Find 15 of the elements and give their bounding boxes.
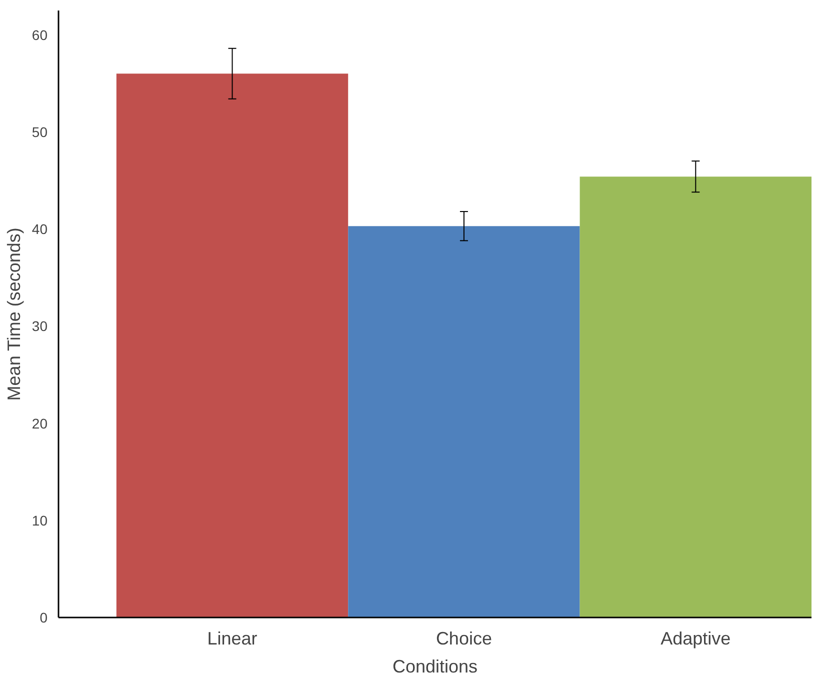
y-tick-label: 10 [32,512,48,528]
x-axis-title: Conditions [392,656,478,676]
y-tick-label: 40 [32,221,48,238]
y-tick-label: 20 [32,415,48,432]
y-tick-label: 50 [32,124,48,140]
bar [116,74,348,618]
y-tick-label: 0 [40,610,48,626]
x-tick-label: Adaptive [660,628,731,648]
y-axis-title: Mean Time (seconds) [4,228,24,401]
bar [580,176,812,618]
y-tick-label: 30 [32,318,48,334]
y-tick-label: 60 [32,26,48,43]
x-tick-label: Choice [436,628,492,648]
bar [348,226,580,618]
x-tick-label: Linear [207,628,258,648]
